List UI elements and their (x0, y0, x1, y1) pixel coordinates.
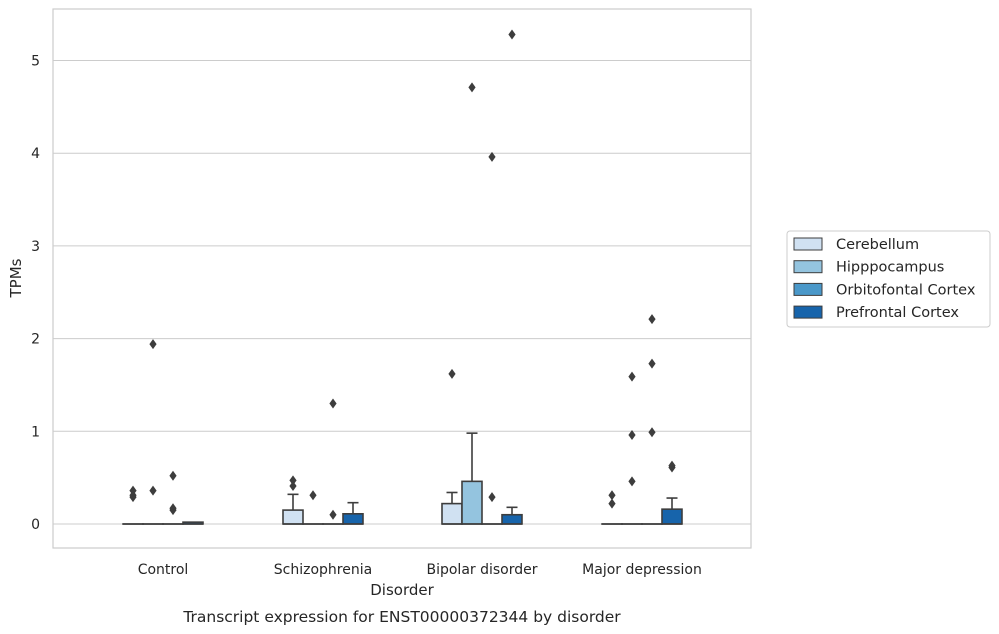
y-tick-label: 3 (31, 239, 40, 255)
outlier-point (608, 498, 616, 509)
box-orbitofontal-cortex-schizophrenia (322, 398, 344, 525)
outlier-point (648, 314, 656, 325)
box-body (342, 513, 364, 525)
outlier-point (169, 503, 177, 514)
outlier-point (149, 485, 157, 496)
legend-frame (786, 230, 991, 328)
outlier-point (648, 358, 656, 369)
outlier-point (289, 480, 297, 491)
outlier-point (309, 490, 317, 501)
legend-entry-label: Cerebellum (836, 237, 919, 253)
box-body (661, 508, 683, 525)
x-axis-label: Disorder (370, 581, 434, 599)
outlier-point (329, 509, 337, 520)
y-tick-label: 5 (31, 54, 40, 70)
box-cerebellum-control (122, 485, 144, 525)
box-body (282, 509, 304, 525)
box-body (441, 502, 463, 525)
outlier-point (129, 485, 137, 496)
legend-swatch (793, 260, 823, 274)
x-tick-labels: Control Schizophrenia Bipolar disorder Majo… (138, 562, 702, 578)
plot-area-frame (52, 8, 752, 549)
outlier-point (149, 339, 157, 350)
box-prefrontal-cortex-control (182, 521, 204, 525)
box-hipppocampus-control (142, 339, 164, 525)
x-tick-label: Bipolar disorder (426, 562, 537, 578)
box-orbitofontal-cortex-major-depression (641, 314, 663, 525)
outlier-point (329, 398, 337, 409)
outlier-point (628, 430, 636, 441)
box-orbitofontal-cortex-bipolar-disorder (481, 151, 503, 525)
boxes (122, 29, 683, 525)
outlier-point (468, 82, 476, 93)
y-tick-label: 2 (31, 332, 40, 348)
legend: Cerebellum Hipppocampus Orbitofontal Corte… (786, 230, 991, 328)
outlier-point (668, 460, 676, 471)
legend-entry-label: Prefrontal Cortex (836, 305, 959, 321)
chart-caption: Transcript expression for ENST0000037234… (182, 608, 621, 626)
y-tick-labels: 0 1 2 3 4 5 (31, 54, 40, 534)
legend-entry-label: Orbitofontal Cortex (836, 282, 976, 298)
legend-entry-label: Hipppocampus (836, 260, 944, 276)
y-tick-label: 4 (31, 146, 40, 162)
box-cerebellum-schizophrenia (282, 475, 304, 525)
x-tick-label: Control (138, 562, 189, 578)
box-orbitofontal-cortex-control (162, 470, 184, 525)
outlier-point (628, 476, 636, 487)
outlier-point (628, 371, 636, 382)
outlier-point (169, 470, 177, 481)
x-tick-label: Major depression (582, 562, 702, 578)
x-tick-label: Schizophrenia (274, 562, 372, 578)
box-hipppocampus-bipolar-disorder (461, 82, 483, 525)
box-cerebellum-bipolar-disorder (441, 368, 463, 525)
box-prefrontal-cortex-schizophrenia (342, 501, 364, 525)
y-tick-label: 0 (31, 517, 40, 533)
box-hipppocampus-major-depression (621, 371, 643, 525)
outlier-point (289, 475, 297, 486)
outlier-point (488, 492, 496, 503)
box-body (461, 480, 483, 525)
outlier-point (608, 490, 616, 501)
legend-swatch (793, 237, 823, 251)
y-axis-label: TPMs (7, 258, 25, 298)
box-prefrontal-cortex-major-depression (661, 460, 683, 525)
legend-swatch (793, 305, 823, 319)
outlier-point (448, 368, 456, 379)
outlier-point (488, 151, 496, 162)
box-hipppocampus-schizophrenia (302, 490, 324, 525)
box-prefrontal-cortex-bipolar-disorder (501, 29, 523, 525)
y-tick-label: 1 (31, 424, 40, 440)
box-body (501, 513, 523, 525)
outlier-point (648, 427, 656, 438)
box-cerebellum-major-depression (601, 490, 623, 525)
gridlines (53, 60, 751, 525)
legend-swatch (793, 282, 823, 296)
outlier-point (508, 29, 516, 40)
